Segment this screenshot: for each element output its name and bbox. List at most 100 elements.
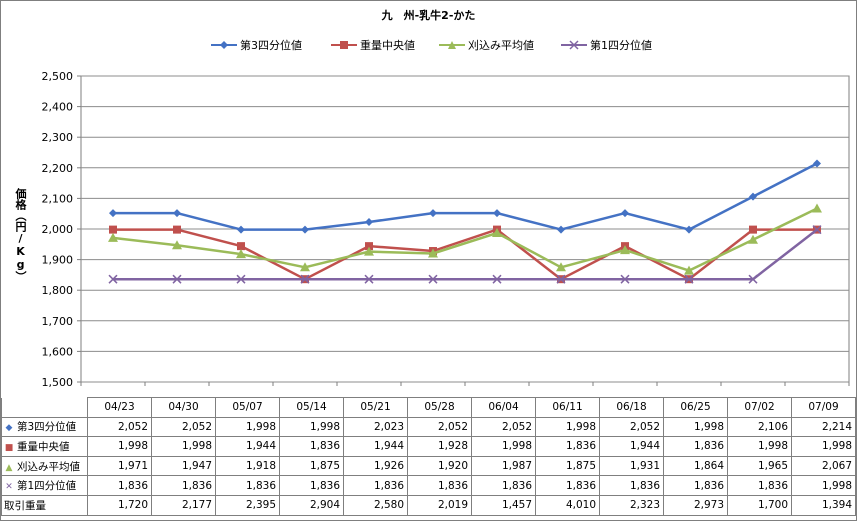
table-cell: 1,998: [727, 436, 792, 457]
x-category-label: 04/30: [151, 397, 216, 418]
row-marker-icon: ✕: [5, 482, 13, 493]
data-point-triangle: [492, 227, 502, 237]
data-point-triangle: [428, 248, 438, 258]
table-cell: 1,720: [87, 494, 152, 516]
table-cell: 4,010: [535, 494, 600, 516]
data-point-triangle: [812, 203, 822, 213]
legend-label: 第1四分位値: [590, 39, 652, 52]
series-line-0: [113, 162, 818, 231]
data-point-diamond: [749, 192, 757, 201]
data-point-diamond: [301, 225, 309, 234]
data-point-diamond: [493, 209, 501, 218]
data-table: 04/23 04/30 05/07 05/14 05/21 05/28 06/04 06/11…: [1, 397, 856, 516]
table-cell: 1,836: [471, 475, 536, 496]
table-cell: 1,944: [215, 436, 280, 457]
row-marker-icon: ◆: [5, 423, 13, 434]
x-category-label: 05/28: [407, 397, 472, 418]
data-point-x: [556, 274, 566, 284]
y-tick-label: 2,500: [42, 70, 74, 83]
row-label-text: 重量中央値: [17, 440, 70, 453]
x-category-label: 06/25: [663, 397, 728, 418]
table-cell: 1,864: [663, 455, 728, 477]
table-cell: 1,926: [343, 455, 408, 477]
y-tick-label: 2,300: [42, 131, 74, 144]
data-point-triangle: [300, 262, 310, 272]
table-cell: 1,836: [279, 475, 344, 496]
data-point-x: [428, 274, 438, 284]
table-row-label: ▲ 刈込み平均値: [1, 455, 88, 477]
data-point-diamond: [237, 225, 245, 234]
legend-label: 重量中央値: [360, 39, 415, 52]
table-cell: 1,836: [215, 475, 280, 496]
table-cell: 1,971: [87, 455, 152, 477]
table-cell: 1,947: [151, 455, 216, 477]
table-cell: 1,944: [343, 436, 408, 457]
data-point-x: [748, 274, 758, 284]
table-row: ✕ 第1四分位値 1,836 1,836 1,836 1,836 1,836 1,836 1,8…: [1, 475, 856, 496]
y-tick-label: 2,200: [42, 162, 74, 175]
legend-marker-triangle-icon: [439, 41, 465, 49]
row-marker-icon: ■: [4, 442, 14, 453]
y-tick-label: 1,500: [42, 376, 74, 389]
data-point-square: [173, 225, 181, 234]
row-label-text: 刈込み平均値: [17, 460, 80, 473]
data-point-x: [684, 274, 694, 284]
table-cell: 2,580: [343, 494, 408, 516]
table-cell: 1,928: [407, 436, 472, 457]
table-row-label: 取引重量: [1, 494, 88, 516]
data-point-square: [109, 225, 117, 234]
table-cell: 1,836: [663, 436, 728, 457]
table-row: ◆ 第3四分位値 2,052 2,052 1,998 1,998 2,023 2,052 2,0…: [1, 416, 856, 438]
table-cell: 1,875: [279, 455, 344, 477]
table-cell: 2,052: [599, 416, 664, 438]
table-cell: 1,998: [663, 416, 728, 438]
y-tick-label: 1,700: [42, 315, 74, 328]
table-cell: 1,394: [791, 494, 856, 516]
data-point-square: [749, 225, 757, 234]
table-cell: 1,998: [791, 436, 856, 457]
table-cell: 1,931: [599, 455, 664, 477]
row-marker-icon: ▲: [5, 462, 13, 473]
data-point-x: [108, 274, 118, 284]
series-line-3: [113, 228, 818, 281]
table-cell: 1,998: [279, 416, 344, 438]
x-category-label: 05/21: [343, 397, 408, 418]
table-cell: 1,836: [279, 436, 344, 457]
table-cell: 1,998: [535, 416, 600, 438]
line-chart: 1,500 1,600 1,700 1,800 1,900 2,000 2,100 2,200…: [42, 70, 850, 389]
data-point-diamond: [813, 159, 821, 168]
table-cell: 1,836: [407, 475, 472, 496]
row-label-text: 第3四分位値: [17, 421, 77, 434]
data-point-triangle: [364, 246, 374, 256]
y-tick-label: 1,800: [42, 284, 74, 297]
data-point-x: [172, 274, 182, 284]
table-cell: 1,965: [727, 455, 792, 477]
data-point-triangle: [236, 249, 246, 259]
table-cell: 2,904: [279, 494, 344, 516]
table-cell: 1,700: [727, 494, 792, 516]
table-cell: 2,023: [343, 416, 408, 438]
table-cell: 1,836: [535, 436, 600, 457]
table-corner: [1, 397, 88, 418]
y-tick-label: 2,100: [42, 192, 74, 205]
table-cell: 1,836: [599, 475, 664, 496]
table-row-label: ■ 重量中央値: [1, 436, 88, 457]
table-cell: 1,836: [151, 475, 216, 496]
series-line-2: [112, 207, 818, 272]
x-category-label: 07/02: [727, 397, 792, 418]
data-point-triangle: [108, 232, 118, 242]
x-category-label: 06/18: [599, 397, 664, 418]
table-cell: 2,973: [663, 494, 728, 516]
data-point-square: [237, 242, 245, 251]
table-cell: 1,998: [215, 416, 280, 438]
data-point-triangle: [172, 240, 182, 250]
data-point-triangle: [748, 234, 758, 244]
table-cell: 1,987: [471, 455, 536, 477]
data-point-x: [364, 274, 374, 284]
table-cell: 1,836: [87, 475, 152, 496]
data-point-x: [620, 274, 630, 284]
table-cell: 1,998: [151, 436, 216, 457]
table-cell: 2,052: [87, 416, 152, 438]
data-point-triangle: [620, 245, 630, 255]
data-point-diamond: [365, 217, 373, 226]
